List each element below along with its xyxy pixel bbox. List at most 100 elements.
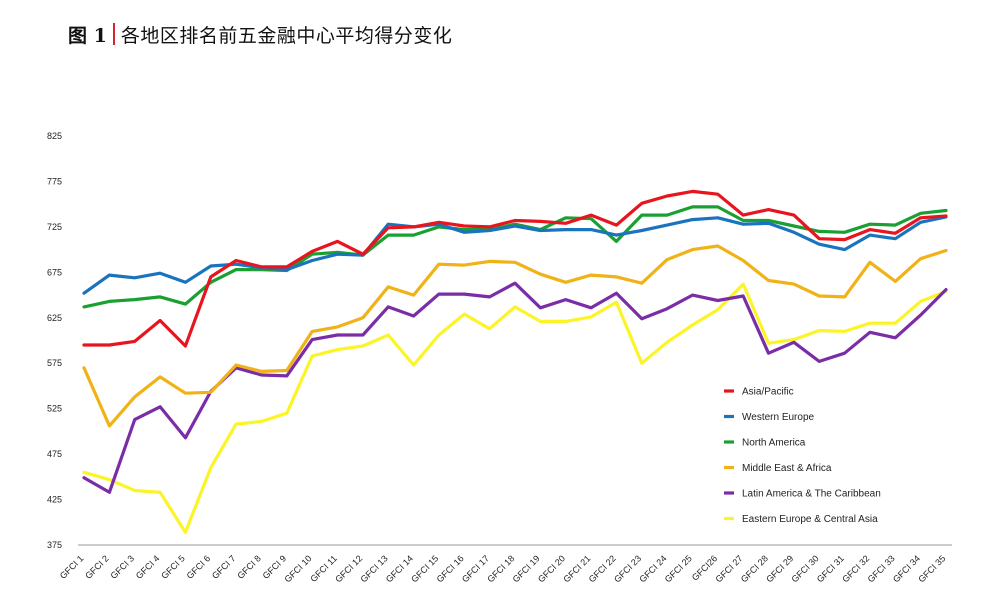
- data-point: [539, 306, 542, 309]
- data-point: [234, 262, 238, 266]
- data-point: [133, 395, 136, 399]
- y-axis-ticks: 375 425 475 525 575 625 675 725 775 825: [47, 131, 62, 550]
- data-point: [615, 223, 618, 227]
- data-point: [285, 268, 289, 271]
- data-point: [285, 369, 289, 372]
- data-point: [843, 330, 846, 333]
- data-point: [615, 240, 618, 243]
- data-point: [158, 375, 162, 379]
- data-point: [387, 222, 390, 226]
- data-point: [640, 362, 643, 365]
- data-point: [361, 344, 365, 348]
- data-point: [741, 294, 745, 298]
- data-point: [589, 273, 593, 277]
- y-tick-label: 775: [47, 176, 62, 186]
- x-tick-label: GFCI 35: [916, 553, 947, 584]
- data-point: [463, 228, 466, 231]
- data-point: [310, 250, 314, 253]
- data-point: [184, 281, 187, 284]
- data-point: [944, 209, 948, 212]
- data-point: [868, 228, 872, 231]
- data-point: [691, 293, 694, 297]
- data-point: [640, 317, 643, 320]
- data-point: [944, 214, 948, 218]
- data-point: [463, 231, 466, 234]
- data-point: [184, 531, 187, 534]
- legend-label: Western Europe: [742, 412, 815, 423]
- data-point: [82, 343, 86, 347]
- data-point: [463, 292, 466, 296]
- data-point: [665, 258, 669, 261]
- data-point: [818, 294, 821, 298]
- data-point: [387, 233, 390, 237]
- data-point: [412, 363, 415, 367]
- data-point: [716, 205, 720, 209]
- series-line: [82, 189, 948, 348]
- data-point: [843, 352, 846, 355]
- data-point: [615, 292, 618, 295]
- data-point: [488, 327, 491, 330]
- data-point: [868, 222, 872, 226]
- data-point: [868, 331, 872, 334]
- legend-label: North America: [742, 438, 806, 449]
- data-point: [260, 420, 263, 423]
- data-point: [615, 301, 618, 304]
- data-point: [108, 300, 111, 303]
- data-point: [82, 305, 86, 309]
- data-point: [767, 342, 770, 345]
- x-tick-label: GFCI 25: [663, 553, 694, 584]
- data-point: [361, 333, 365, 337]
- data-point: [792, 341, 796, 344]
- series-group: [82, 282, 948, 534]
- data-point: [564, 228, 567, 231]
- x-tick-label: GFCI 1: [58, 553, 86, 581]
- data-point: [361, 252, 365, 256]
- data-point: [133, 276, 136, 279]
- series-group: [82, 244, 948, 428]
- data-point: [488, 225, 491, 229]
- data-point: [463, 263, 466, 267]
- data-point: [488, 229, 491, 232]
- data-point: [691, 323, 694, 327]
- data-point: [387, 285, 390, 289]
- data-point: [209, 275, 212, 279]
- data-point: [336, 333, 339, 337]
- data-point: [234, 268, 238, 271]
- series-layer: [82, 189, 948, 534]
- data-point: [640, 282, 643, 285]
- data-point: [792, 231, 796, 234]
- y-tick-label: 675: [47, 267, 62, 277]
- data-point: [412, 314, 415, 318]
- data-point: [564, 222, 567, 225]
- data-point: [336, 252, 339, 256]
- data-point: [792, 224, 796, 228]
- data-point: [158, 405, 162, 409]
- data-point: [463, 312, 466, 316]
- data-point: [944, 288, 948, 291]
- data-point: [108, 478, 111, 481]
- data-point: [539, 229, 542, 232]
- y-tick-label: 425: [47, 495, 62, 505]
- data-point: [843, 238, 846, 241]
- data-point: [894, 336, 897, 339]
- data-point: [184, 436, 187, 439]
- data-point: [437, 333, 441, 337]
- data-point: [919, 313, 922, 317]
- data-point: [589, 217, 593, 220]
- data-point: [589, 213, 593, 217]
- data-point: [513, 219, 517, 222]
- data-point: [513, 282, 517, 285]
- data-point: [741, 282, 745, 286]
- data-point: [615, 233, 618, 237]
- data-point: [868, 322, 872, 325]
- data-point: [310, 330, 314, 333]
- data-point: [767, 208, 770, 211]
- data-point: [387, 305, 390, 309]
- data-point: [767, 352, 770, 355]
- data-point: [209, 466, 212, 469]
- data-point: [260, 265, 263, 269]
- legend-label: Middle East & Africa: [742, 463, 832, 474]
- figure-title: 图 1 各地区排名前五金融中心平均得分变化: [68, 20, 452, 48]
- data-point: [843, 231, 846, 234]
